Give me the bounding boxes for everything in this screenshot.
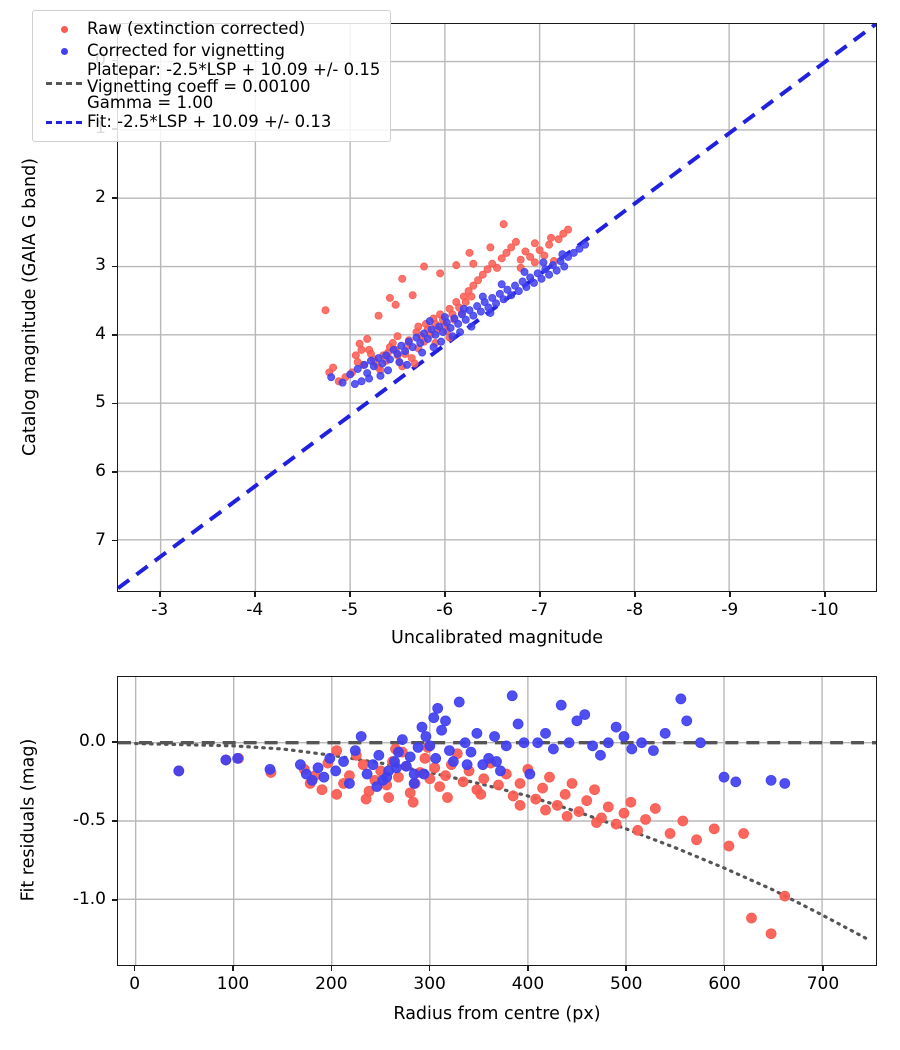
bottom-xtick-label: 0 — [129, 974, 141, 994]
top-xtick-mark — [158, 592, 161, 597]
bottom-xtick-label: 400 — [511, 974, 545, 994]
top-xtick-mark — [728, 592, 731, 597]
top-ytick-label: 6 — [95, 461, 106, 482]
bottom-plot-canvas — [118, 677, 876, 965]
fit-dashed-line-icon — [41, 121, 87, 124]
legend-label-raw: Raw (extinction corrected) — [87, 18, 306, 38]
legend-label-platepar-3: Gamma = 1.00 — [87, 93, 214, 112]
top-xtick-mark — [348, 592, 351, 597]
bottom-xtick-mark — [330, 966, 333, 971]
legend-label-platepar-1: Platepar: -2.5*LSP + 10.09 +/- 0.15 — [87, 60, 381, 79]
platepar-dashed-line-icon — [41, 62, 87, 85]
legend-entry-corrected: Corrected for vignetting — [41, 40, 380, 62]
legend-label-fit: Fit: -2.5*LSP + 10.09 +/- 0.13 — [87, 112, 332, 132]
bottom-xtick-mark — [232, 966, 234, 971]
legend-label-platepar-2: Vignetting coeff = 0.00100 — [87, 76, 311, 96]
bottom-xtick-mark — [822, 966, 824, 971]
top-panel-xlabel: Uncalibrated magnitude — [391, 628, 603, 648]
bottom-xtick-label: 700 — [806, 974, 840, 994]
bottom-xtick-mark — [527, 966, 529, 971]
bottom-xtick-mark — [625, 966, 628, 971]
legend-entry-fit: Fit: -2.5*LSP + 10.09 +/- 0.13 — [41, 112, 380, 134]
corrected-marker-icon — [41, 47, 87, 55]
top-ytick-label: 3 — [95, 255, 106, 276]
top-ytick-label: 4 — [95, 323, 106, 344]
top-ytick-mark — [112, 265, 117, 268]
top-xtick-label: -10 — [810, 600, 839, 620]
top-panel-legend: Raw (extinction corrected) Corrected for… — [32, 10, 392, 142]
fit-residuals-plot — [117, 676, 877, 966]
top-xtick-label: -9 — [721, 600, 739, 620]
bottom-xtick-label: 200 — [315, 974, 348, 994]
top-ytick-label: 7 — [95, 529, 106, 550]
bottom-xtick-mark — [723, 966, 726, 971]
top-ytick-mark — [112, 334, 117, 336]
top-xtick-label: -3 — [151, 600, 169, 620]
legend-entry-platepar: Platepar: -2.5*LSP + 10.09 +/- 0.15 Vign… — [41, 60, 381, 112]
top-xtick-mark — [538, 592, 541, 597]
raw-marker-icon — [41, 25, 87, 33]
bottom-ytick-mark — [112, 741, 117, 743]
top-xtick-label: -4 — [246, 600, 264, 620]
bottom-xtick-mark — [428, 966, 431, 971]
top-ytick-label: 5 — [95, 392, 106, 413]
top-ytick-mark — [112, 197, 117, 199]
top-xtick-label: -8 — [626, 600, 644, 620]
top-xtick-label: -6 — [436, 600, 454, 620]
top-panel-ylabel: Catalog magnitude (GAIA G band) — [20, 157, 41, 456]
bottom-panel-ylabel: Fit residuals (mag) — [17, 738, 38, 902]
top-ytick-mark — [112, 402, 117, 405]
platepar-text-block: Platepar: -2.5*LSP + 10.09 +/- 0.15 Vign… — [87, 60, 381, 112]
top-ytick-mark — [112, 471, 117, 473]
bottom-xtick-label: 300 — [413, 974, 446, 994]
bottom-xtick-label: 600 — [708, 974, 741, 994]
bottom-ytick-mark — [112, 820, 117, 822]
top-xtick-mark — [253, 592, 256, 597]
top-xtick-label: -7 — [531, 600, 549, 620]
bottom-xtick-label: 100 — [216, 974, 250, 994]
legend-label-corrected: Corrected for vignetting — [87, 40, 285, 60]
bottom-xtick-label: 500 — [610, 974, 643, 994]
top-ytick-mark — [112, 539, 117, 542]
top-xtick-mark — [823, 592, 826, 597]
bottom-xtick-mark — [133, 966, 136, 971]
bottom-panel-xlabel: Radius from centre (px) — [393, 1004, 601, 1024]
bottom-ytick-mark — [112, 899, 117, 901]
top-xtick-mark — [633, 592, 636, 597]
top-xtick-mark — [443, 592, 446, 597]
legend-entry-raw: Raw (extinction corrected) — [41, 18, 380, 40]
bottom-ytick-label: 0.0 — [78, 731, 106, 752]
top-xtick-label: -5 — [341, 600, 359, 620]
bottom-ytick-label: -0.5 — [72, 810, 106, 830]
bottom-ytick-label: -1.0 — [72, 888, 106, 909]
top-ytick-label: 2 — [95, 186, 106, 207]
